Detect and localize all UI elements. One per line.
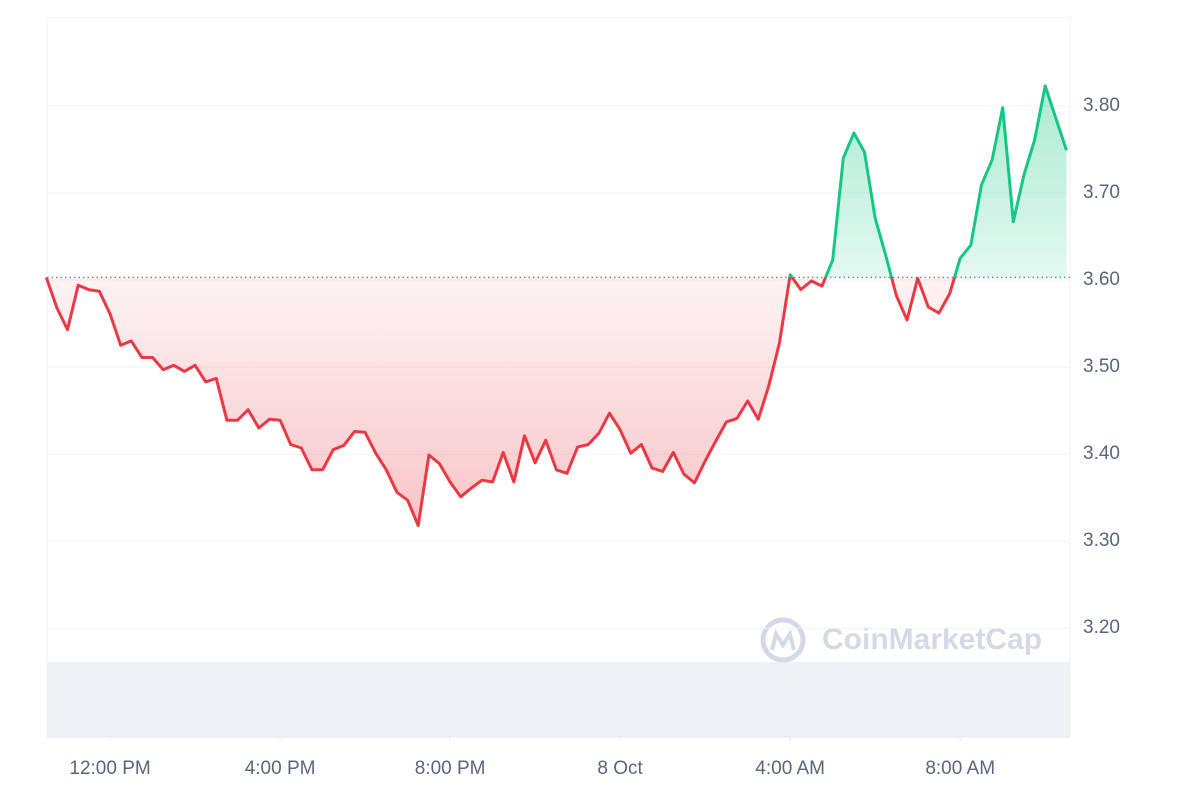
- y-tick-label: 3.50: [1083, 356, 1120, 377]
- x-tick-label: 8:00 PM: [415, 758, 486, 779]
- price-area: [46, 85, 1067, 526]
- x-tick-label: 8 Oct: [597, 758, 643, 779]
- x-tick-label: 4:00 PM: [245, 758, 316, 779]
- x-tick-label: 4:00 AM: [755, 758, 825, 779]
- watermark-logo: [760, 617, 806, 663]
- x-tick-label: 12:00 PM: [69, 758, 150, 779]
- price-line: [44, 84, 1068, 527]
- y-tick-label: 3.60: [1083, 269, 1120, 290]
- watermark-logo-mark: [770, 628, 796, 651]
- y-tick-label: 3.70: [1083, 182, 1120, 203]
- x-tick-label: 8:00 AM: [925, 758, 995, 779]
- y-tick-label: 3.40: [1083, 443, 1120, 464]
- volume-band: [47, 662, 1070, 737]
- y-tick-label: 3.80: [1083, 95, 1120, 116]
- watermark: CoinMarketCap: [760, 617, 1042, 663]
- y-tick-label: 3.20: [1083, 617, 1120, 638]
- y-tick-label: 3.30: [1083, 530, 1120, 551]
